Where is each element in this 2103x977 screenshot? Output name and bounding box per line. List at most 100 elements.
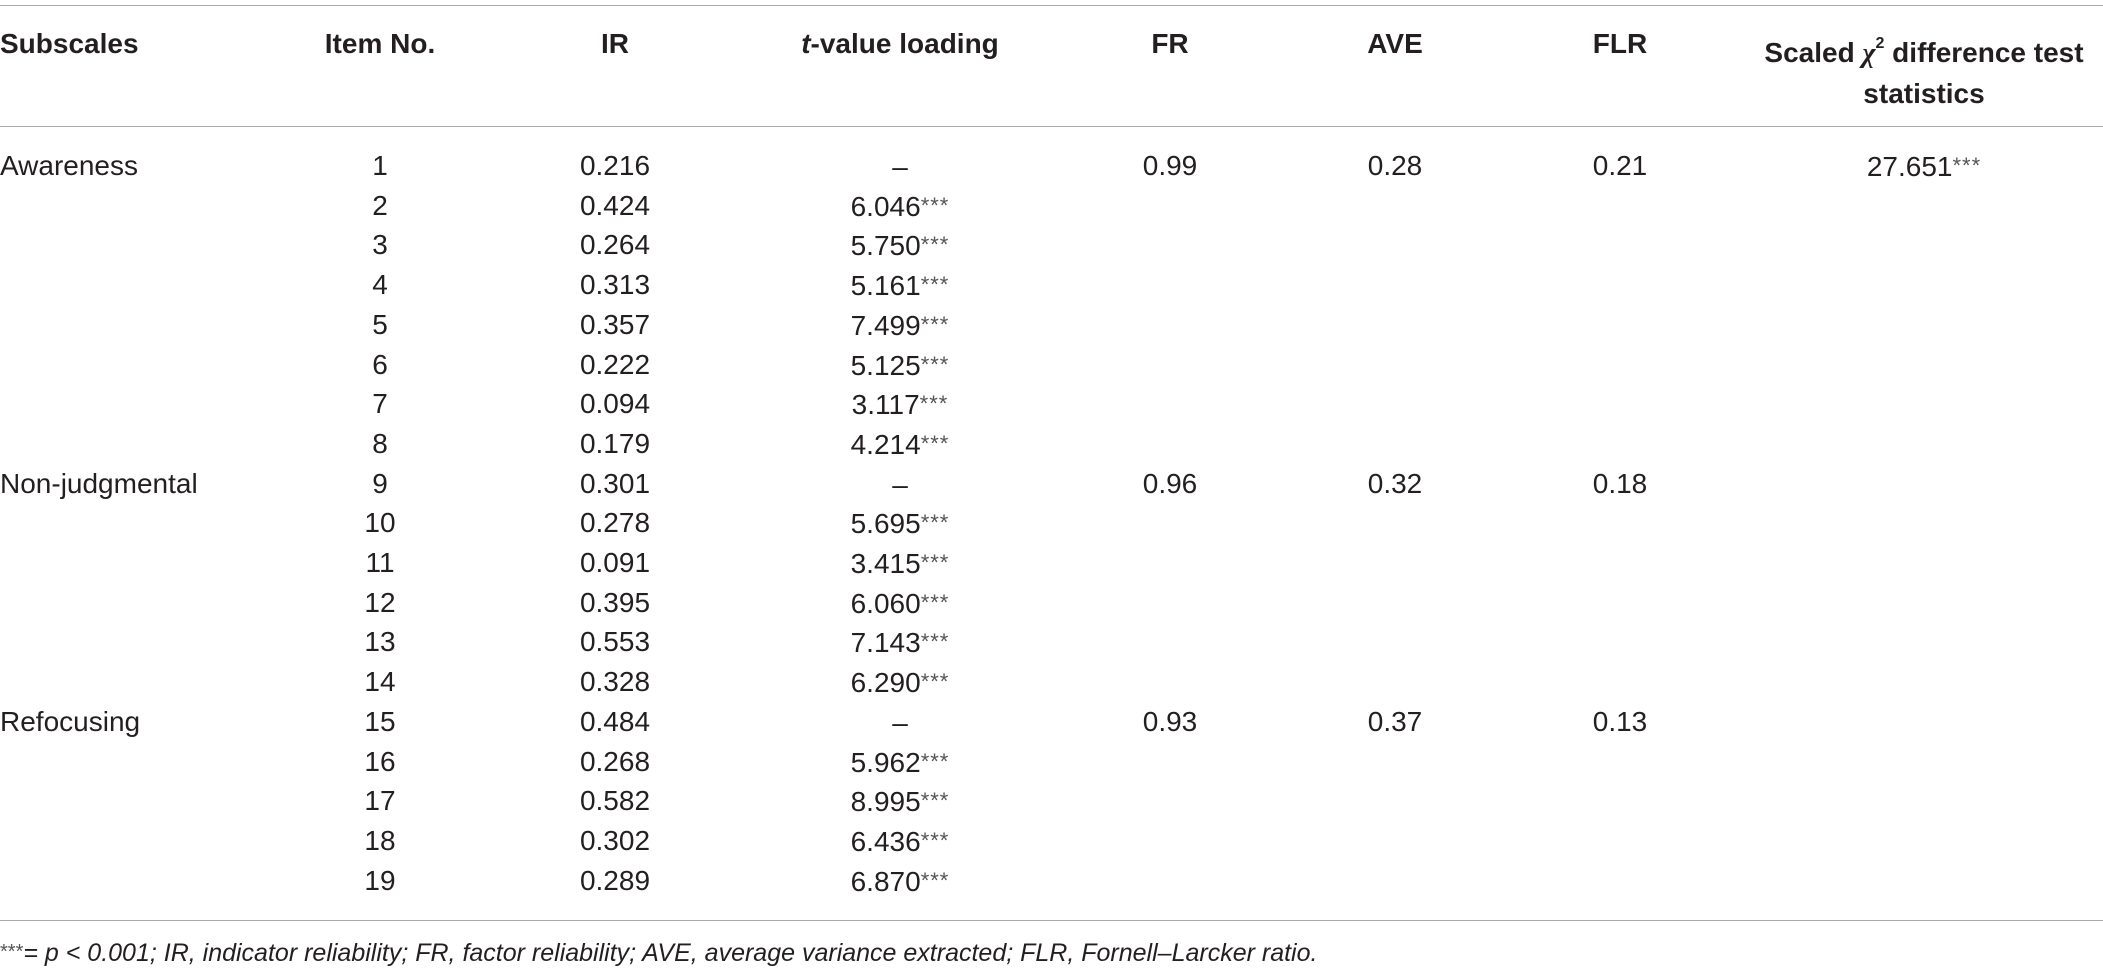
cell-ir: 0.301 — [579, 467, 651, 499]
cell-item-no: 1 — [372, 150, 388, 181]
cell-item-no: 13 — [364, 626, 396, 658]
t-value-significance: *** — [920, 788, 950, 814]
table-header: Subscales Item No. IR t-value loading FR… — [0, 24, 2103, 114]
t-value-number: 5.161 — [850, 270, 921, 302]
table-row: 12 0.395 6.060*** — [0, 583, 2103, 623]
header-ave: AVE — [1367, 28, 1423, 59]
table-row: 11 0.091 3.415*** — [0, 543, 2103, 583]
cell-item-no: 3 — [372, 229, 388, 261]
table-row: 7 0.094 3.117*** — [0, 384, 2103, 424]
cell-flr: 0.18 — [1592, 467, 1648, 499]
bottom-rule — [0, 920, 2103, 921]
t-value-significance: *** — [920, 748, 950, 774]
table-footnote: ***= p < 0.001; IR, indicator reliabilit… — [0, 932, 1317, 973]
cell-t-value: 6.870*** — [740, 861, 1060, 902]
cell-t-value: 6.046*** — [740, 186, 1060, 227]
table-row: 16 0.268 5.962*** — [0, 742, 2103, 782]
cell-item-no: 12 — [364, 586, 396, 618]
cell-ir: 0.553 — [579, 626, 651, 658]
cell-fr: 0.99 — [1142, 150, 1198, 181]
t-value-number: 5.750 — [850, 230, 921, 262]
cell-ave: 0.32 — [1367, 467, 1423, 499]
cell-item-no: 18 — [364, 824, 396, 856]
cell-t-value: 7.499*** — [740, 305, 1060, 346]
t-value-number: 8.995 — [850, 786, 921, 818]
table-row: 2 0.424 6.046*** — [0, 186, 2103, 226]
cell-flr: 0.13 — [1592, 705, 1648, 737]
cell-item-no: 11 — [365, 547, 395, 578]
t-value-significance: *** — [920, 272, 950, 298]
header-chi-pre: Scaled — [1764, 37, 1863, 68]
table-row: 8 0.179 4.214*** — [0, 424, 2103, 464]
header-t-italic: t — [801, 28, 811, 59]
t-value-significance: *** — [920, 589, 950, 615]
cell-t-value: 3.415*** — [740, 543, 1060, 584]
header-subscales: Subscales — [0, 28, 139, 59]
table-row: 18 0.302 6.436*** — [0, 821, 2103, 861]
header-fr: FR — [1151, 28, 1189, 59]
t-value-number: 3.117 — [851, 389, 920, 421]
cell-ir: 0.424 — [579, 189, 651, 221]
cell-ir: 0.313 — [579, 269, 651, 301]
cell-ir: 0.395 — [579, 586, 651, 618]
chi-symbol: χ — [1862, 38, 1876, 69]
table-row: 19 0.289 6.870*** — [0, 861, 2103, 901]
t-value-significance: *** — [920, 311, 950, 337]
table-row: 14 0.328 6.290*** — [0, 662, 2103, 702]
t-value-number: 3.415 — [850, 548, 921, 579]
t-value-number: 5.695 — [850, 508, 921, 540]
cell-ir: 0.278 — [579, 507, 651, 539]
cell-ave: 0.37 — [1367, 705, 1423, 737]
header-flr: FLR — [1592, 28, 1648, 59]
table-row: 10 0.278 5.695*** — [0, 503, 2103, 543]
t-value-significance: *** — [920, 550, 950, 575]
cell-ir: 0.582 — [579, 785, 651, 817]
cell-fr: 0.93 — [1142, 705, 1198, 737]
table-row: 13 0.553 7.143*** — [0, 622, 2103, 662]
cell-item-no: 4 — [372, 269, 388, 301]
t-value-significance: *** — [920, 232, 950, 258]
t-value-number: 6.046 — [850, 190, 921, 222]
table-row: 6 0.222 5.125*** — [0, 345, 2103, 385]
header-chi-line2: statistics — [1863, 78, 1985, 109]
cell-ir: 0.484 — [579, 705, 651, 737]
header-item-no: Item No. — [324, 28, 436, 59]
cell-t-value: – — [740, 464, 1060, 505]
cell-item-no: 10 — [364, 507, 396, 539]
table-row: Refocusing 15 0.484 – 0.93 0.37 0.13 — [0, 702, 2103, 742]
cell-ave: 0.28 — [1367, 150, 1423, 181]
cell-item-no: 15 — [364, 705, 396, 737]
footnote-text: = p < 0.001; IR, indicator reliability; … — [23, 939, 1318, 967]
header-t-rest: -value loading — [810, 28, 999, 59]
cell-ir: 0.222 — [579, 348, 651, 380]
chi-value-significance: *** — [1952, 153, 1982, 178]
cell-t-value: 4.214*** — [740, 424, 1060, 465]
top-rule — [0, 5, 2103, 6]
cell-ir: 0.264 — [579, 229, 651, 261]
t-value-number: 7.143 — [850, 627, 921, 659]
cell-flr: 0.21 — [1592, 150, 1648, 181]
cell-t-value: 5.695*** — [740, 503, 1060, 544]
cell-item-no: 17 — [364, 785, 396, 817]
cell-fr: 0.96 — [1142, 467, 1198, 499]
cell-chi-square: 27.651*** — [1745, 146, 2103, 187]
footnote-stars: *** — [0, 941, 24, 963]
table-row: 5 0.357 7.499*** — [0, 305, 2103, 345]
t-value-significance: *** — [919, 391, 949, 417]
t-value-number: 4.214 — [850, 428, 921, 460]
t-value-number: – — [892, 706, 908, 738]
table-row: Awareness 1 0.216 – 0.99 0.28 0.21 27.651*** — [0, 146, 2103, 186]
cell-ir: 0.302 — [579, 824, 651, 856]
cell-t-value: 6.436*** — [740, 821, 1060, 862]
cell-item-no: 19 — [364, 864, 396, 896]
cell-t-value: 8.995*** — [740, 781, 1060, 822]
cell-t-value: 5.125*** — [740, 345, 1060, 386]
header-t-value: t-value loading — [740, 24, 1060, 64]
t-value-number: 6.060 — [850, 587, 921, 619]
t-value-number: 5.962 — [850, 746, 921, 778]
t-value-significance: *** — [920, 629, 950, 655]
chi-value-number: 27.651 — [1866, 151, 1953, 182]
cell-t-value: 3.117*** — [740, 384, 1060, 425]
cell-t-value: 5.962*** — [740, 742, 1060, 783]
cell-t-value: 7.143*** — [740, 622, 1060, 663]
